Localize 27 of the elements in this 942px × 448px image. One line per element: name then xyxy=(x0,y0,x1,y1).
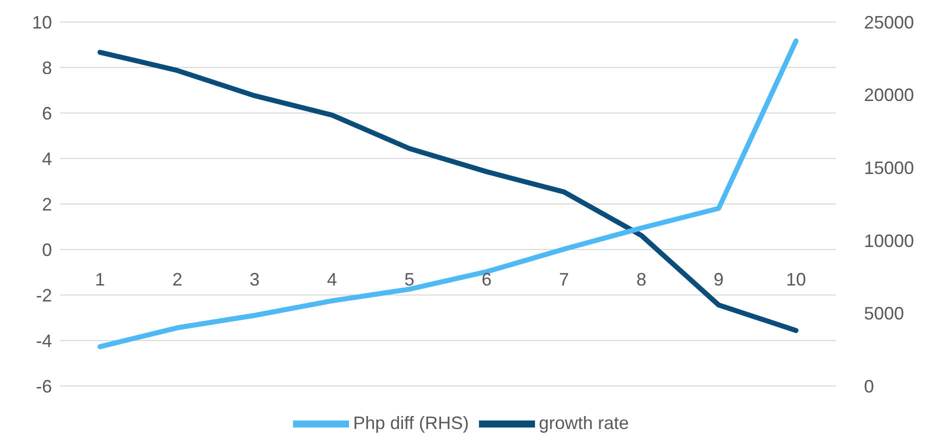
y2-tick-label: 20000 xyxy=(864,85,914,106)
x-tick-label: 5 xyxy=(404,270,414,290)
x-tick-label: 4 xyxy=(326,270,338,290)
x-tick-label: 3 xyxy=(250,270,260,290)
x-tick-label: 9 xyxy=(714,270,724,290)
y-tick-label: 8 xyxy=(42,58,52,78)
x-tick-label: 8 xyxy=(636,270,646,290)
y-tick-label: 2 xyxy=(42,194,52,214)
x-tick-label: 10 xyxy=(786,270,806,290)
x-tick-label: 6 xyxy=(482,270,492,290)
y-tick-label: -4 xyxy=(36,330,52,351)
y-tick-label: 4 xyxy=(42,148,52,169)
x-tick-label: 1 xyxy=(94,270,106,290)
x-tick-label: 7 xyxy=(558,270,570,290)
y2-tick-label: 25000 xyxy=(864,12,914,32)
y2-tick-label: 5000 xyxy=(864,304,904,324)
y-tick-label: -6 xyxy=(36,376,52,396)
y-tick-label: 10 xyxy=(32,12,52,32)
y2-tick-label: 0 xyxy=(864,376,874,396)
y-tick-label: 6 xyxy=(42,103,52,124)
legend-label: Php diff (RHS) xyxy=(353,412,469,433)
y2-tick-label: 10000 xyxy=(864,230,914,251)
y2-tick-label: 15000 xyxy=(864,158,914,178)
x-tick-label: 2 xyxy=(172,270,182,290)
legend-label: growth rate xyxy=(538,412,629,433)
y-tick-label: 0 xyxy=(42,240,52,260)
y-tick-label: -2 xyxy=(36,285,52,306)
